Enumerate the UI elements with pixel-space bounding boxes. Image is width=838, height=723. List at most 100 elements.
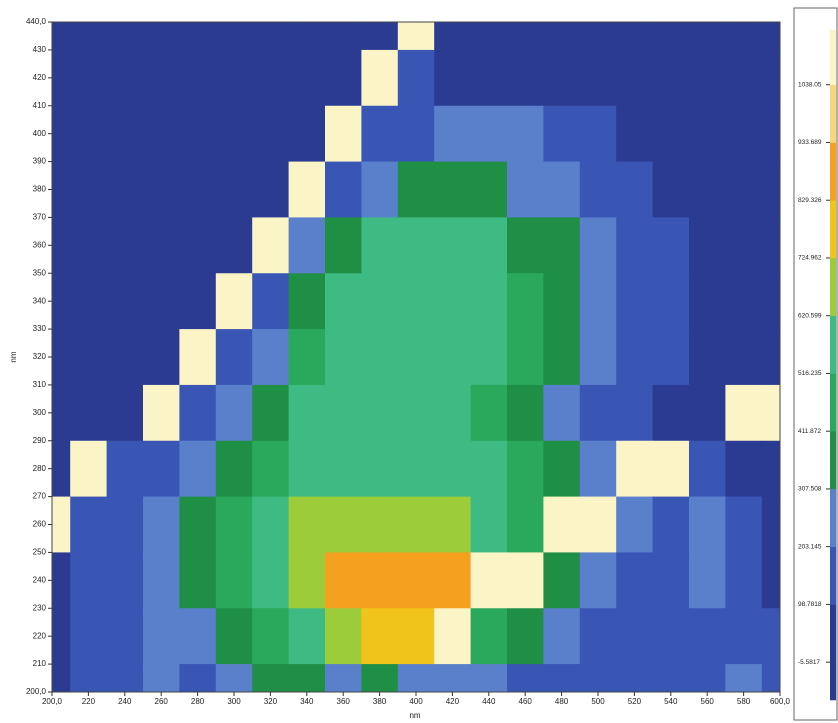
heatmap-cell: [689, 22, 726, 51]
heatmap-cell: [179, 664, 217, 692]
heatmap-cell: [507, 664, 544, 692]
heatmap-cell: [106, 552, 144, 609]
heatmap-cell: [52, 608, 71, 665]
heatmap-cell: [434, 273, 472, 330]
heatmap-cell: [761, 217, 780, 274]
heatmap-cell: [252, 496, 290, 553]
colorbar-tick-label: 933.689: [798, 139, 822, 146]
x-tick-label: 220: [82, 697, 96, 706]
heatmap-cell: [470, 440, 508, 498]
heatmap-cell: [288, 384, 326, 442]
y-tick-label: 350: [33, 268, 47, 277]
heatmap-cell: [106, 329, 144, 386]
heatmap-cell: [106, 273, 144, 330]
heatmap-cell: [143, 49, 180, 107]
heatmap-cell: [434, 440, 472, 498]
heatmap-cell: [434, 49, 472, 107]
y-tick-label: 400: [33, 129, 47, 138]
heatmap-cell: [725, 384, 763, 442]
heatmap-cell: [761, 496, 780, 553]
x-tick-label: 460: [519, 697, 533, 706]
heatmap-cell: [652, 273, 690, 330]
heatmap-cell: [579, 161, 617, 218]
heatmap-cell: [143, 273, 180, 330]
colorbar-tick-label: 724.962: [798, 255, 822, 262]
heatmap-cell: [616, 161, 654, 218]
heatmap-cell: [689, 608, 726, 665]
colorbar-band: [830, 30, 836, 86]
colorbar-tick-label: 620.599: [798, 312, 822, 319]
colorbar-tick-label: 829.326: [798, 197, 822, 204]
heatmap-cell: [507, 22, 544, 51]
colorbar-tick-label: 307.508: [798, 486, 822, 493]
heatmap-cell: [179, 49, 217, 107]
heatmap-cell: [143, 552, 180, 609]
heatmap-cell: [361, 552, 399, 609]
heatmap-cell: [325, 161, 362, 218]
heatmap-cell: [361, 608, 399, 665]
x-tick-label: 280: [191, 697, 205, 706]
heatmap-cell: [70, 105, 108, 163]
heatmap-cell: [652, 496, 690, 553]
heatmap-cell: [761, 608, 780, 665]
heatmap-cell: [616, 105, 654, 163]
heatmap-cell: [215, 384, 253, 442]
y-tick-label: 270: [33, 492, 47, 501]
heatmap-cell: [725, 22, 763, 51]
heatmap-cell: [325, 552, 362, 609]
y-tick-label: 440,0: [26, 17, 47, 26]
heatmap-cell: [652, 329, 690, 386]
x-tick-label: 360: [337, 697, 351, 706]
heatmap-cell: [106, 161, 144, 218]
heatmap-cell: [616, 273, 654, 330]
heatmap-cell: [725, 496, 763, 553]
heatmap-cell: [215, 161, 253, 218]
heatmap-cell: [616, 664, 654, 692]
colorbar-band: [830, 431, 836, 490]
colorbar-band: [830, 315, 836, 374]
heatmap-cell: [434, 496, 472, 553]
heatmap-cell: [761, 273, 780, 330]
heatmap-cell: [288, 329, 326, 386]
heatmap-cell: [725, 329, 763, 386]
heatmap-cell: [143, 440, 180, 498]
heatmap-cell: [579, 440, 617, 498]
heatmap-cell: [689, 664, 726, 692]
heatmap-cell: [470, 384, 508, 442]
heatmap-cell: [325, 384, 362, 442]
heatmap-cell: [288, 664, 326, 692]
heatmap-cell: [725, 608, 763, 665]
heatmap-cell: [579, 496, 617, 553]
heatmap-cell: [579, 217, 617, 274]
x-tick-label: 340: [300, 697, 314, 706]
x-tick-label: 600,0: [770, 697, 791, 706]
heatmap-cell: [252, 105, 290, 163]
heatmap-cell: [52, 161, 71, 218]
heatmap-cell: [652, 664, 690, 692]
heatmap-cell: [616, 217, 654, 274]
heatmap-cell: [397, 384, 435, 442]
heatmap-cell: [470, 496, 508, 553]
heatmap-cell: [143, 608, 180, 665]
heatmap-cell: [361, 329, 399, 386]
heatmap-cell: [652, 105, 690, 163]
heatmap-cell: [215, 49, 253, 107]
heatmap-cell: [288, 217, 326, 274]
heatmap-cell: [325, 496, 362, 553]
x-tick-label: 260: [155, 697, 169, 706]
x-tick-label: 580: [737, 697, 751, 706]
heatmap-cell: [507, 384, 544, 442]
heatmap-cell: [179, 329, 217, 386]
heatmap-cell: [652, 161, 690, 218]
heatmap-cell: [725, 664, 763, 692]
heatmap-cell: [616, 608, 654, 665]
heatmap-cell: [761, 49, 780, 107]
heatmap-cell: [252, 273, 290, 330]
heatmap-cell: [179, 161, 217, 218]
heatmap-cell: [579, 105, 617, 163]
colorbar-frame: [793, 7, 838, 721]
heatmap-cell: [434, 161, 472, 218]
colorbar-band: [830, 546, 836, 605]
heatmap-cell: [70, 440, 108, 498]
heatmap-cell: [543, 217, 581, 274]
